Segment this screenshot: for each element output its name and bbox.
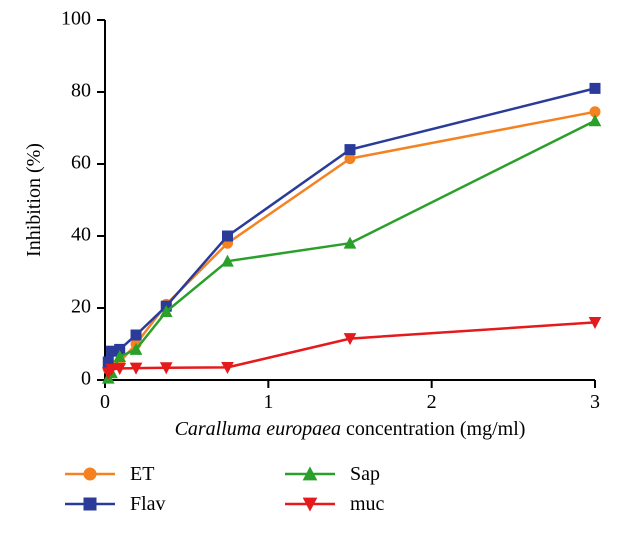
legend-label: muc bbox=[350, 493, 385, 515]
inhibition-line-chart: 0 20 40 60 80 100 0 1 2 3 Inhibition (%) Caralluma … bbox=[0, 0, 644, 534]
x-tick-label: 0 bbox=[100, 391, 110, 413]
legend-label: Flav bbox=[130, 493, 166, 515]
y-tick-label: 60 bbox=[71, 152, 91, 174]
x-tick-label: 3 bbox=[590, 391, 600, 413]
y-tick-label: 40 bbox=[71, 224, 91, 246]
legend-label: Sap bbox=[350, 463, 380, 485]
y-tick-label: 100 bbox=[61, 8, 91, 30]
chart-container: 0 20 40 60 80 100 0 1 2 3 Inhibition (%) Caralluma … bbox=[0, 0, 644, 534]
y-tick-label: 20 bbox=[71, 296, 91, 318]
x-tick-label: 2 bbox=[427, 391, 437, 413]
x-axis-label: Caralluma europaea concentration (mg/ml) bbox=[175, 418, 526, 440]
y-tick-label: 80 bbox=[71, 80, 91, 102]
y-axis-label: Inhibition (%) bbox=[23, 143, 45, 257]
x-tick-label: 1 bbox=[263, 391, 273, 413]
y-tick-label: 0 bbox=[81, 368, 91, 390]
legend-label: ET bbox=[130, 463, 154, 485]
